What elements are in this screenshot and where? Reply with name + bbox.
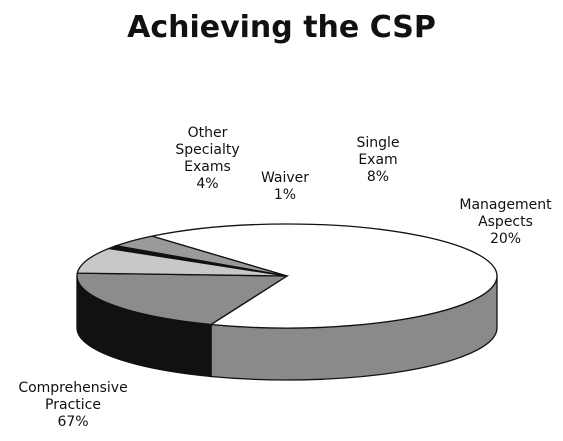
pie-top-face <box>76 223 498 329</box>
slice-label-waiver: Waiver 1% <box>260 170 310 203</box>
slice-label-single-exam: Single Exam 8% <box>356 135 400 185</box>
slice-management-aspects <box>76 272 290 326</box>
slice-comprehensive-practice <box>151 223 498 329</box>
slice-label-other-specialty-exams: Other Specialty Exams 4% <box>175 125 240 192</box>
slice-label-management-aspects: Management Aspects 20% <box>459 197 552 247</box>
slice-other-specialty-exams <box>113 235 288 277</box>
chart-title: Achieving the CSP <box>127 10 436 45</box>
slice-label-comprehensive-practice: Comprehensive Practice 67% <box>18 380 128 430</box>
